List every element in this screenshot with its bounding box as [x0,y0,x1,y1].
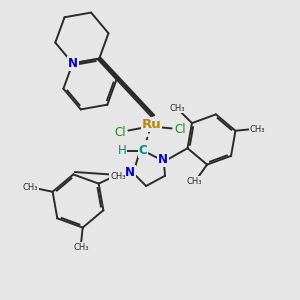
Text: N: N [124,166,135,179]
Text: CH₃: CH₃ [74,243,89,252]
Text: CH₃: CH₃ [187,177,202,186]
Text: H: H [118,144,127,158]
Text: CH₃: CH₃ [110,172,126,181]
Text: CH₃: CH₃ [249,125,265,134]
Text: N: N [68,57,78,70]
Text: Cl: Cl [174,123,186,136]
Text: Ru: Ru [142,118,161,131]
Text: N: N [158,153,168,166]
Text: Cl: Cl [114,126,126,140]
Text: CH₃: CH₃ [169,103,185,112]
Text: C: C [139,144,148,158]
Text: CH₃: CH₃ [23,183,38,192]
